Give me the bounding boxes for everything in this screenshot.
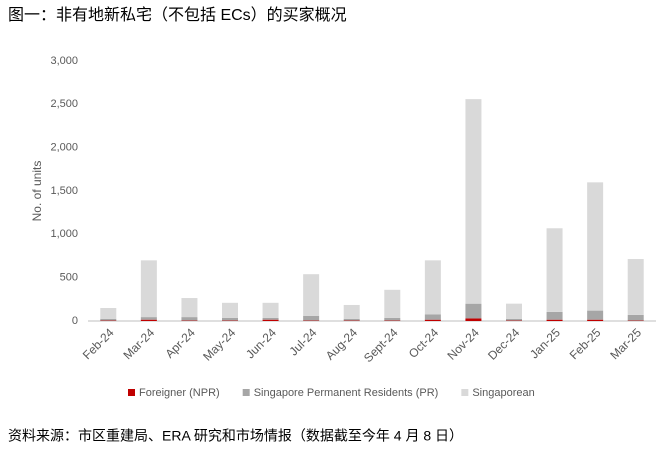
y-tick-label: 1,500 [50, 185, 78, 197]
bar-segment [262, 317, 279, 320]
legend-label: Foreigner (NPR) [139, 387, 220, 399]
legend-swatch [128, 389, 135, 396]
bar-segment [424, 260, 441, 315]
y-tick-label: 1,000 [50, 228, 78, 240]
bar-segment [546, 311, 563, 320]
x-tick-label: Jan-25 [527, 325, 563, 361]
y-tick-label: 2,000 [50, 142, 78, 154]
bar-segment [587, 310, 604, 320]
y-tick-label: 500 [60, 272, 78, 284]
y-tick-label: 2,500 [50, 98, 78, 110]
bar-segment [343, 304, 360, 319]
bar-segment [384, 317, 401, 321]
bar-segment [424, 314, 441, 320]
x-tick-label: May-24 [200, 325, 238, 363]
y-tick-label: 0 [72, 315, 78, 327]
bar-segment [627, 314, 644, 321]
x-tick-label: Nov-24 [445, 325, 482, 362]
bar-segment [546, 319, 563, 321]
x-tick-label: Mar-24 [120, 325, 157, 362]
bar-segment [587, 182, 604, 311]
bar-segment [303, 315, 320, 321]
bar-segment [222, 302, 238, 318]
y-axis-label: No. of units [30, 161, 44, 222]
x-tick-label: Feb-25 [567, 325, 604, 362]
bar-segment [506, 318, 522, 321]
x-tick-label: Oct-24 [406, 325, 442, 361]
bar-segment [384, 289, 401, 318]
bar-segment [222, 317, 238, 321]
x-tick-label: Dec-24 [485, 325, 522, 362]
chart-title: 图一：非有地新私宅（不包括 ECs）的买家概况 [8, 6, 347, 24]
bar-segment [303, 274, 320, 316]
bar-segment [343, 318, 360, 321]
y-tick-label: 3,000 [50, 55, 78, 67]
bar-segment [506, 303, 522, 319]
x-tick-label: Jun-24 [243, 325, 279, 361]
bar-segment [262, 319, 279, 321]
legend-swatch [242, 389, 250, 396]
x-tick-label: Apr-24 [162, 325, 198, 361]
x-tick-label: Aug-24 [323, 325, 360, 362]
bar-segment [546, 228, 563, 312]
bar-segment [140, 317, 157, 320]
bar-segment [181, 317, 198, 321]
bar-segment [262, 302, 279, 318]
bar-segment [465, 99, 482, 304]
bar-segment [140, 260, 157, 318]
x-tick-label: Sept-24 [361, 325, 401, 365]
bar-segment [100, 318, 117, 321]
legend-label: Singaporean [472, 387, 534, 399]
source-note: 资料来源：市区重建局、ERA 研究和市场情报（数据截至今年 4 月 8 日） [8, 428, 463, 444]
bar-segment [465, 303, 482, 319]
x-tick-label: Mar-25 [607, 325, 644, 362]
x-tick-label: Feb-24 [80, 325, 117, 362]
bar-segment [424, 319, 441, 321]
bar-segment [140, 319, 157, 321]
bar-segment [587, 319, 604, 321]
bar-segment [100, 308, 117, 319]
x-tick-label: Jul-24 [286, 325, 319, 358]
legend-label: Singapore Permanent Residents (PR) [254, 387, 439, 399]
bar-segment [465, 318, 482, 321]
legend-swatch [461, 389, 469, 396]
bar-segment [627, 259, 644, 315]
bar-segment [181, 298, 198, 318]
